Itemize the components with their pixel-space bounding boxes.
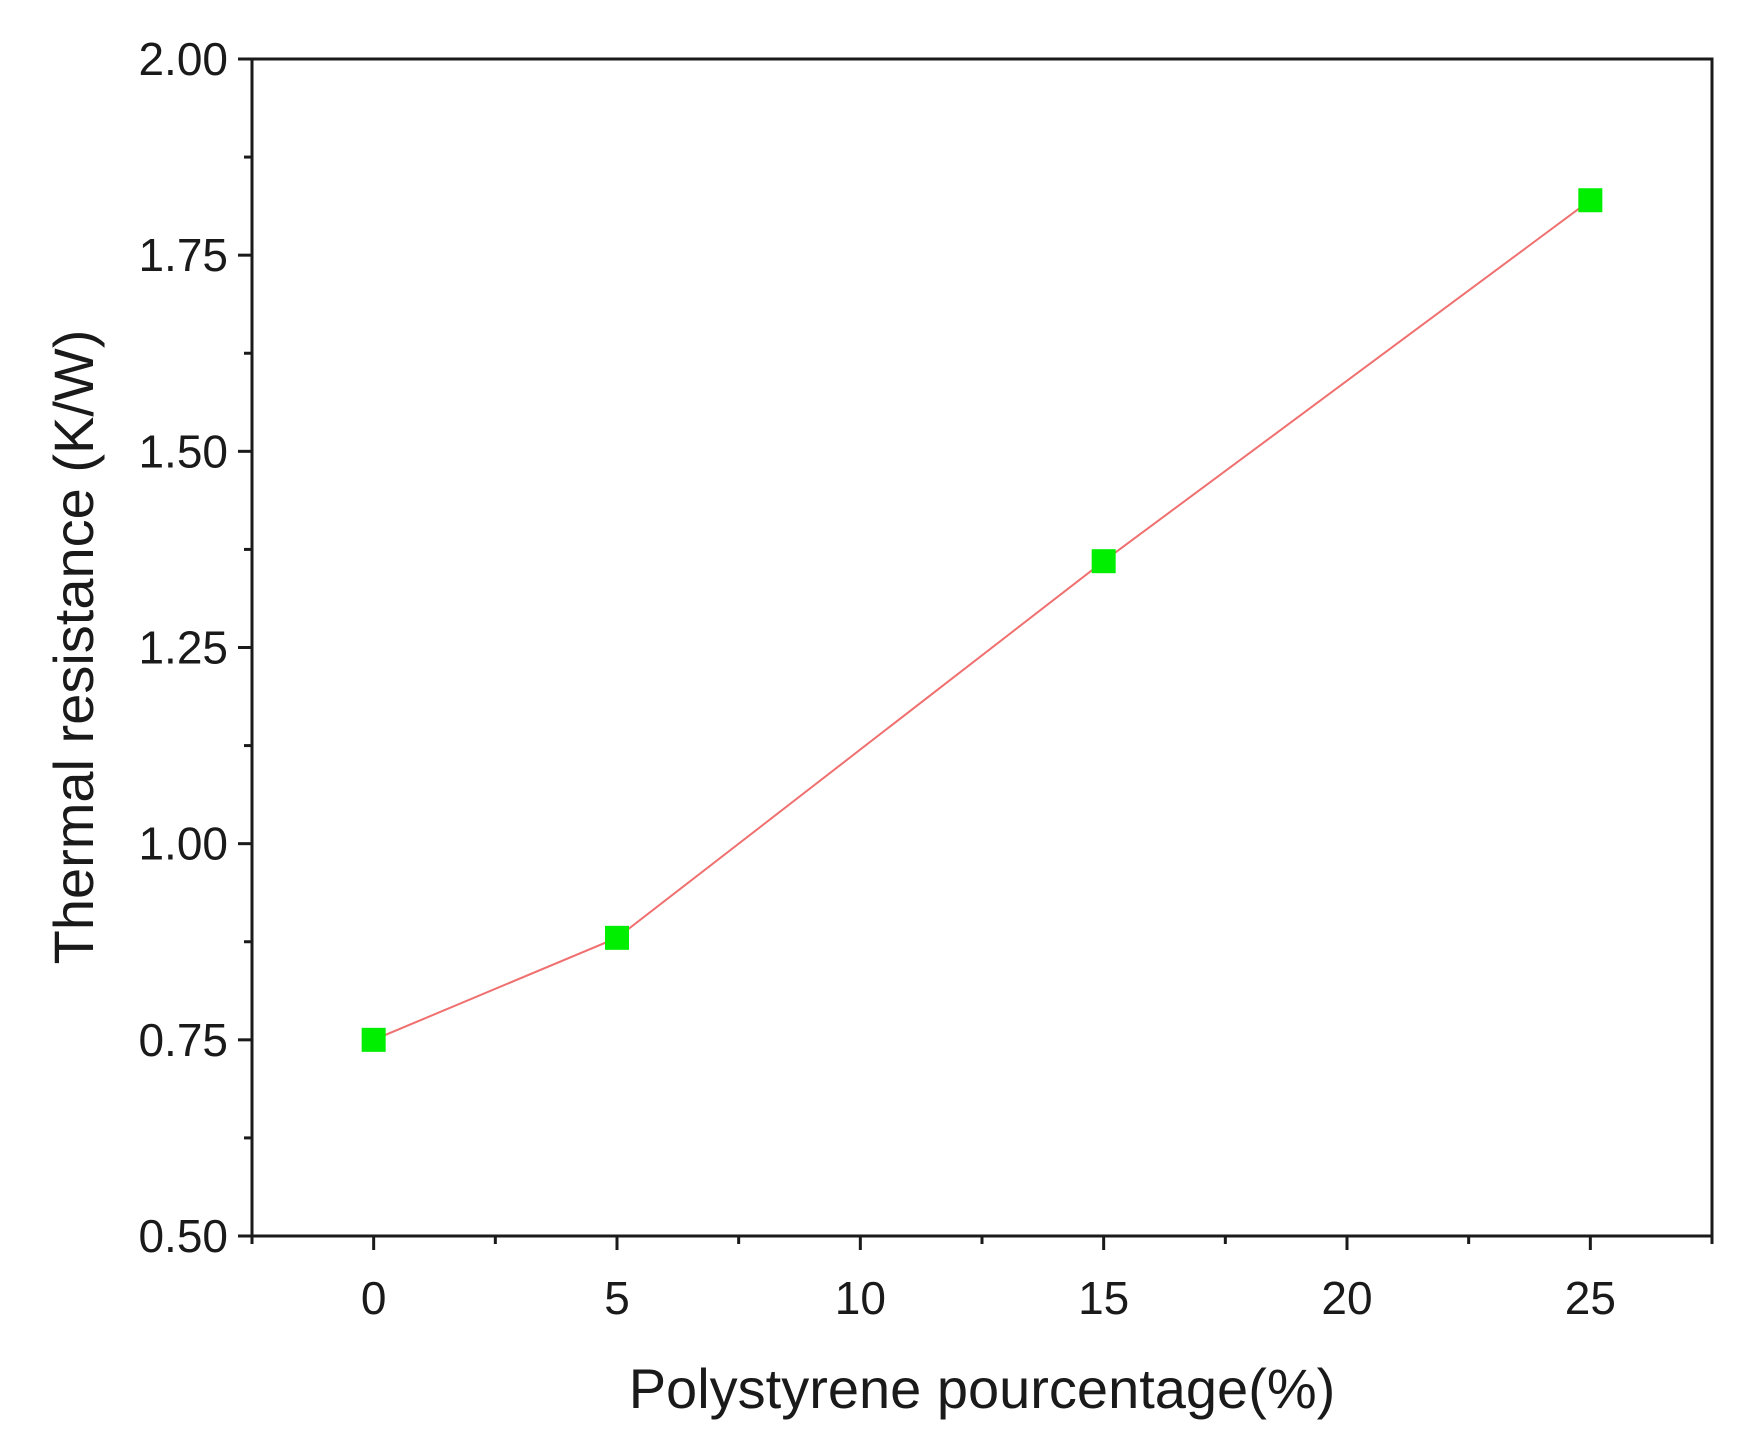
series-line	[373, 199, 1591, 1041]
y-tick-label: 0.50	[138, 1210, 228, 1262]
data-point-marker	[605, 925, 629, 950]
y-tick-label: 1.25	[138, 622, 228, 674]
data-point-marker	[361, 1027, 386, 1052]
x-tick-label: 5	[604, 1272, 630, 1324]
y-tick-label: 1.00	[138, 818, 228, 870]
x-tick-label: 20	[1321, 1272, 1372, 1324]
x-tick-label: 15	[1078, 1272, 1129, 1324]
y-tick-label: 2.00	[138, 33, 228, 85]
x-tick-label: 10	[835, 1272, 886, 1324]
series-layer	[361, 188, 1603, 1052]
plot-frame	[250, 57, 1714, 1238]
x-axis-ticks: 0 5 10 15 20 25	[250, 1236, 1714, 1324]
y-tick-label: 1.75	[138, 229, 228, 281]
data-point-marker	[1578, 188, 1603, 213]
x-axis-title: Polystyrene pourcentage(%)	[629, 1357, 1336, 1420]
y-tick-label: 0.75	[138, 1014, 228, 1066]
data-point-marker	[1091, 549, 1116, 574]
x-tick-label: 0	[361, 1272, 387, 1324]
x-tick-label: 25	[1565, 1272, 1616, 1324]
y-axis-title: Thermal resistance (K/W)	[42, 330, 105, 965]
y-tick-label: 1.50	[138, 425, 228, 477]
y-axis-ticks: 0.50 0.75 1.00 1.25 1.50 1.75 2.00	[138, 33, 252, 1262]
